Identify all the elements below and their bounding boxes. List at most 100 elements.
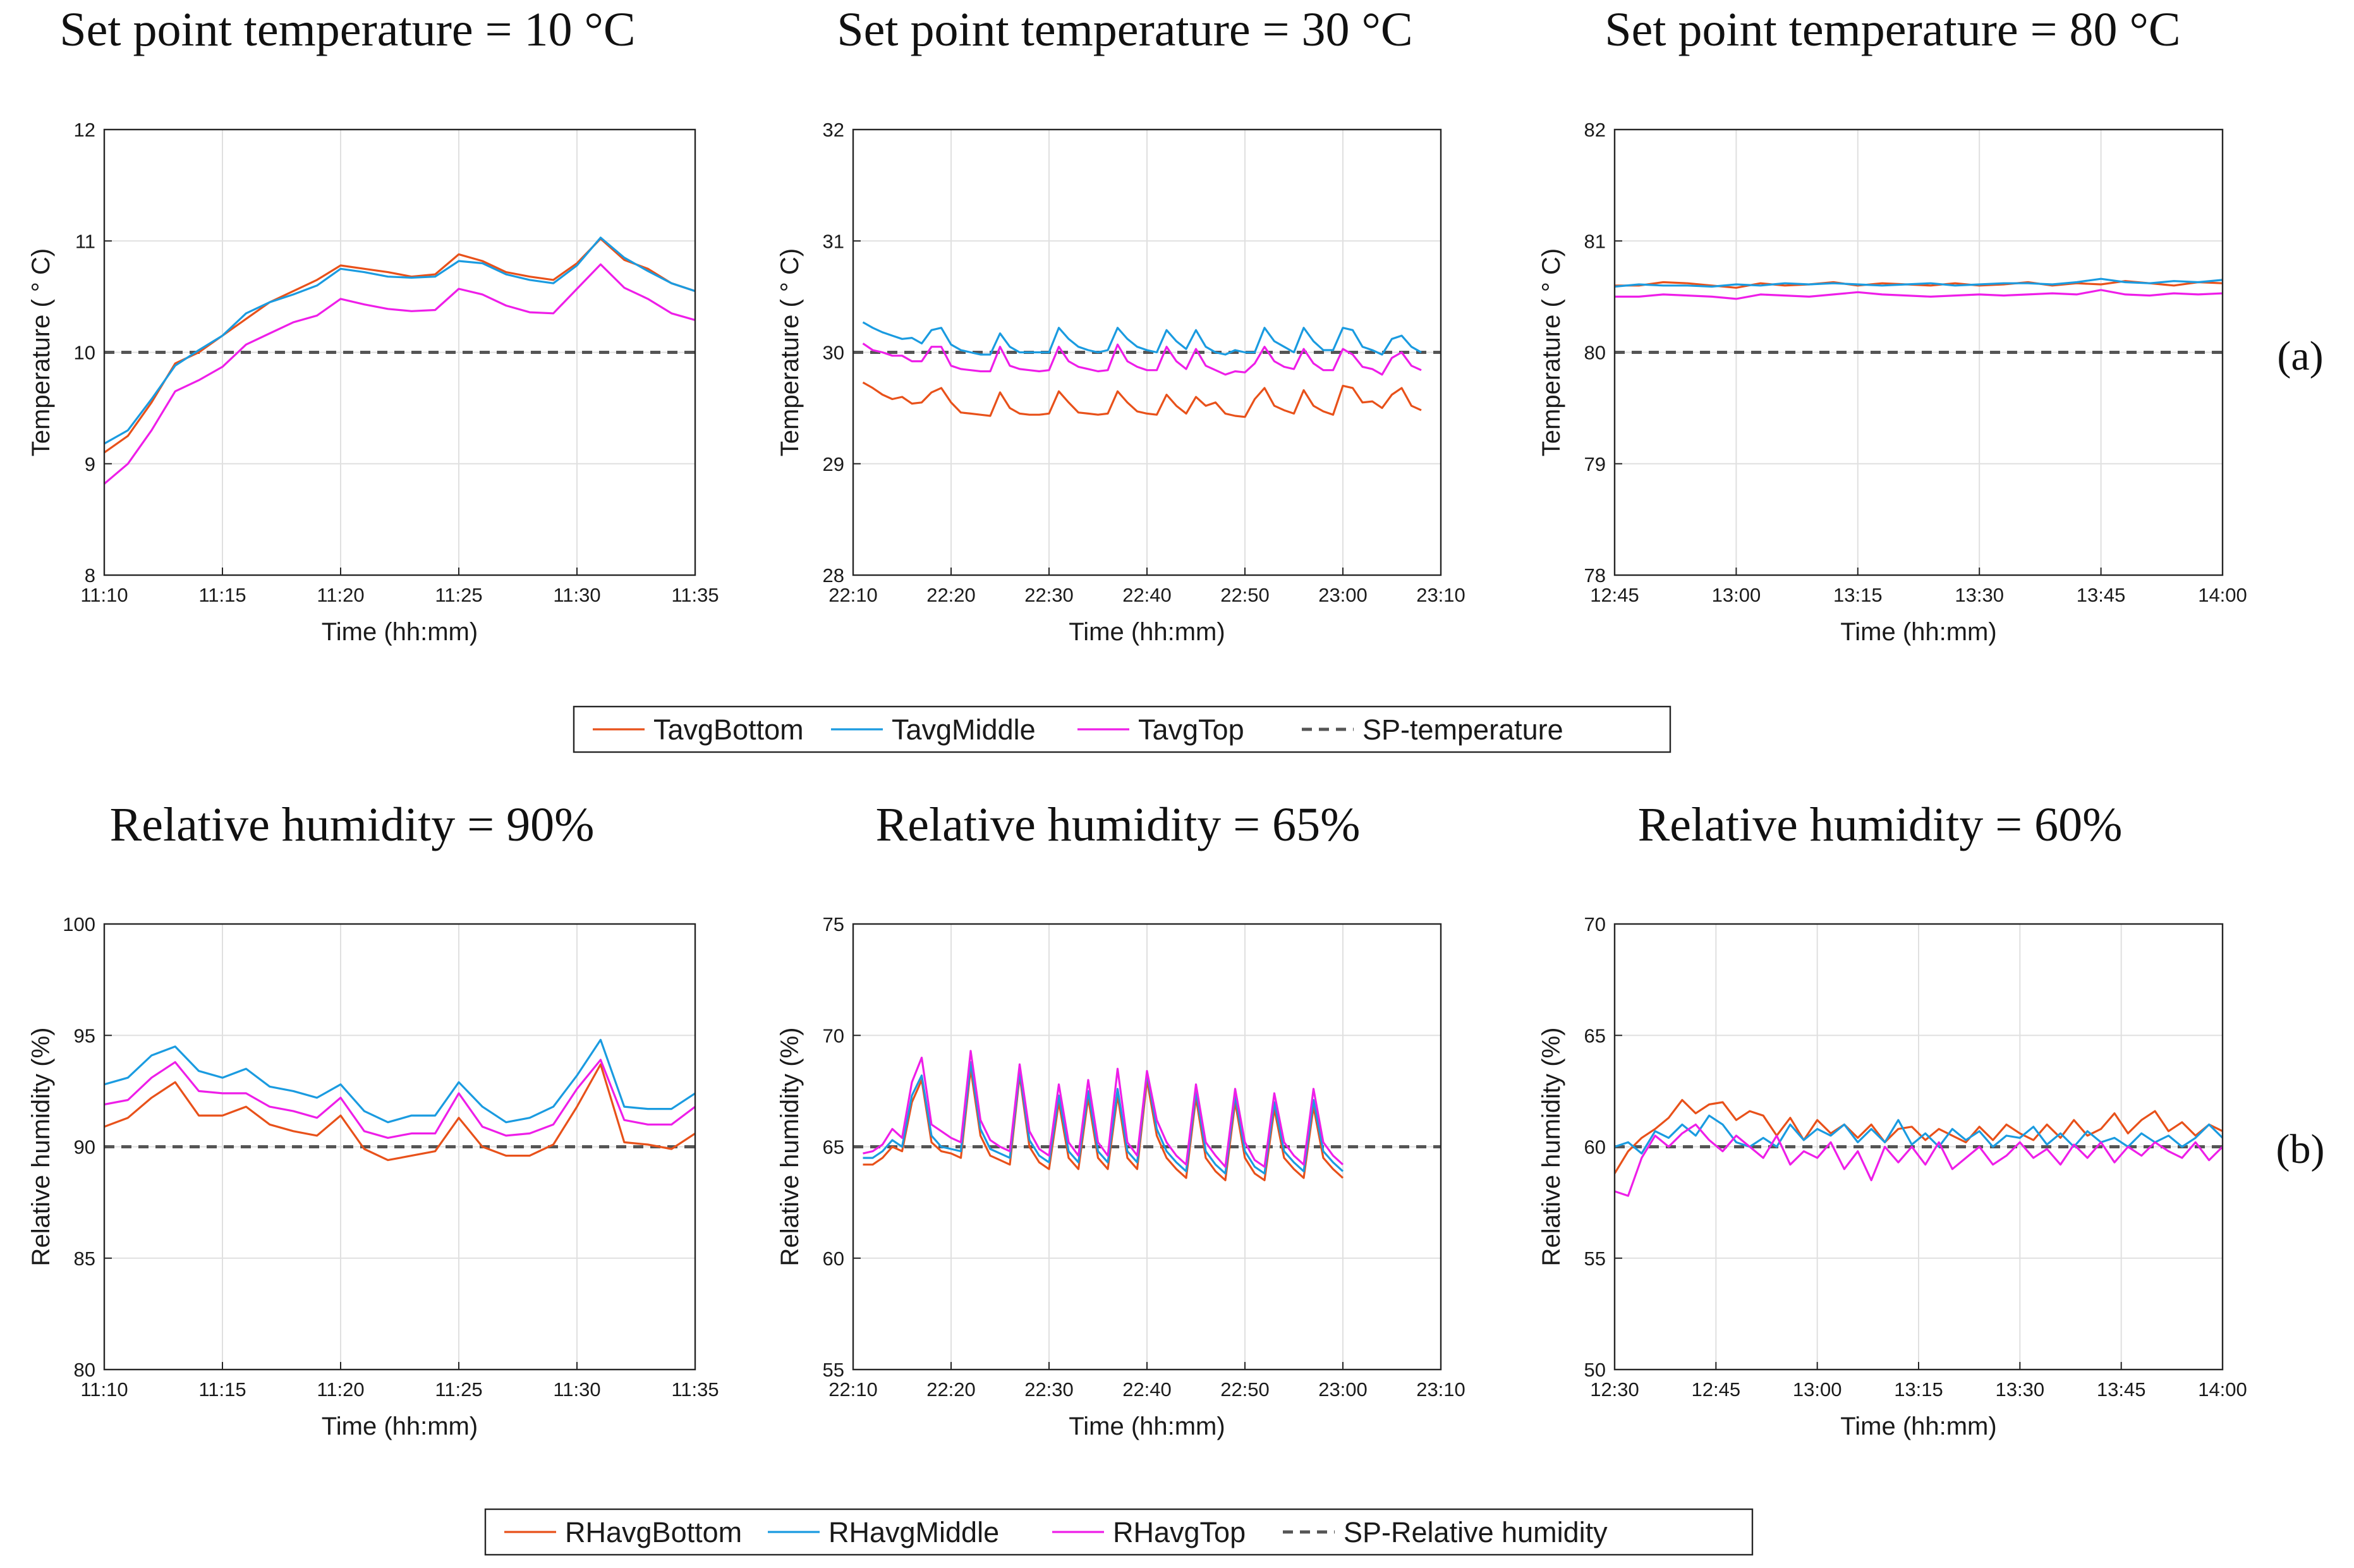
row-label-b: (b) [2276, 1126, 2325, 1172]
series-line-RHavgMiddle [863, 1061, 1344, 1175]
series-line-TavgTop [1615, 289, 2223, 300]
chart-title: Relative humidity = 60% [1638, 798, 2123, 851]
x-tick-label: 22:10 [828, 1378, 878, 1401]
chart-panel-temp-30: Set point temperature = 30 °C 28 29 30 31 32 2… [776, 3, 1465, 646]
x-tick-label: 13:45 [2097, 1378, 2146, 1401]
x-tick-label: 13:15 [1894, 1378, 1943, 1401]
legend-label: RHavgTop [1113, 1516, 1246, 1548]
legend-humidity: RHavgBottom RHavgMiddle RHavgTop SP-Relativ… [484, 1508, 1754, 1556]
y-tick-label: 70 [1584, 913, 1606, 935]
x-axis-label: Time (hh:mm) [322, 618, 478, 646]
x-tick-label: 23:10 [1416, 584, 1465, 606]
legend-label: TavgTop [1138, 714, 1244, 746]
y-tick-label: 75 [823, 913, 844, 935]
y-tick-label: 55 [1584, 1248, 1606, 1270]
chart-panel-temp-80: Set point temperature = 80 °C 78 79 80 81 82 1… [1538, 3, 2247, 646]
y-tick-label: 95 [74, 1024, 95, 1047]
y-tick-label: 32 [823, 119, 844, 141]
chart-title: Set point temperature = 30 °C [837, 3, 1412, 56]
y-tick-label: 28 [823, 564, 844, 586]
y-axis-label: Relative humidity (%) [27, 1028, 55, 1267]
x-tick-label: 11:25 [435, 1378, 482, 1401]
legend-box [484, 1508, 1754, 1556]
x-tick-label: 23:00 [1318, 584, 1368, 606]
y-tick-label: 78 [1584, 564, 1606, 586]
x-tick-label: 22:20 [926, 584, 976, 606]
y-tick-label: 31 [823, 230, 844, 252]
x-tick-label: 22:50 [1220, 1378, 1270, 1401]
y-tick-label: 70 [823, 1024, 844, 1047]
x-axis-label: Time (hh:mm) [1069, 618, 1225, 646]
x-axis-label: Time (hh:mm) [1069, 1413, 1225, 1440]
y-tick-label: 50 [1584, 1359, 1606, 1381]
legend-label: TavgMiddle [892, 714, 1036, 746]
legend-box [573, 705, 1671, 753]
y-tick-label: 100 [63, 913, 95, 935]
series-line-RHavgBottom [863, 1067, 1344, 1182]
x-tick-label: 14:00 [2198, 1378, 2247, 1401]
x-tick-label: 11:35 [671, 584, 719, 606]
chart-panel-rh-90: Relative humidity = 90% 80 85 90 95 100 11:10 1… [27, 798, 719, 1440]
x-tick-label: 14:00 [2198, 584, 2247, 606]
series-line-RHavgBottom [1615, 1098, 2223, 1174]
x-tick-label: 13:45 [2077, 584, 2126, 606]
chart-title: Relative humidity = 65% [876, 798, 1361, 851]
series-line-TavgTop [104, 263, 695, 485]
chart-title: Set point temperature = 10 °C [59, 3, 635, 56]
y-tick-label: 29 [823, 453, 844, 475]
y-axis-label: Temperature ( ° C) [27, 248, 55, 456]
legend-label: RHavgBottom [565, 1516, 742, 1548]
legend-label: SP-Relative humidity [1344, 1516, 1608, 1548]
x-tick-label: 11:25 [435, 584, 482, 606]
x-tick-label: 22:30 [1024, 584, 1074, 606]
y-tick-label: 60 [1584, 1136, 1606, 1158]
x-tick-label: 11:15 [198, 584, 246, 606]
y-tick-label: 80 [74, 1359, 95, 1381]
x-tick-label: 11:35 [671, 1378, 719, 1401]
series-line-TavgMiddle [862, 321, 1422, 356]
x-axis-label: Time (hh:mm) [322, 1413, 478, 1440]
y-tick-label: 80 [1584, 342, 1606, 364]
y-tick-label: 65 [1584, 1024, 1606, 1047]
axes-frame [852, 923, 1442, 1371]
axes-frame [852, 128, 1442, 576]
y-tick-label: 60 [823, 1248, 844, 1270]
series-line-RHavgMiddle [1615, 1114, 2223, 1155]
x-tick-label: 22:10 [828, 584, 878, 606]
x-tick-label: 22:40 [1122, 584, 1172, 606]
series-line-TavgMiddle [104, 236, 695, 445]
y-tick-label: 85 [74, 1248, 95, 1270]
chart-panel-rh-60: Relative humidity = 60% 50 55 60 65 70 12:30 12… [1538, 798, 2247, 1440]
y-tick-label: 9 [85, 453, 95, 475]
y-axis-label: Temperature ( ° C) [776, 248, 804, 456]
chart-panel-rh-65: Relative humidity = 65% 55 60 65 70 75 22:10 22… [776, 798, 1465, 1440]
y-axis-label: Relative humidity (%) [776, 1028, 804, 1267]
x-tick-label: 23:10 [1416, 1378, 1465, 1401]
x-tick-label: 12:45 [1590, 584, 1639, 606]
x-tick-label: 23:00 [1318, 1378, 1368, 1401]
legend-label: RHavgMiddle [828, 1516, 999, 1548]
x-tick-label: 11:10 [80, 584, 128, 606]
y-tick-label: 11 [75, 230, 95, 252]
chart-title: Set point temperature = 80 °C [1605, 3, 2180, 56]
y-axis-label: Relative humidity (%) [1538, 1028, 1565, 1267]
x-tick-label: 22:30 [1024, 1378, 1074, 1401]
axes-frame [1613, 923, 2224, 1371]
x-tick-label: 11:20 [317, 1378, 364, 1401]
x-tick-label: 22:20 [926, 1378, 976, 1401]
chart-title: Relative humidity = 90% [110, 798, 595, 851]
y-tick-label: 30 [823, 342, 844, 364]
axes-frame [103, 923, 696, 1371]
series-line-TavgTop [862, 343, 1422, 376]
series-line-TavgMiddle [1615, 277, 2223, 288]
chart-panel-temp-10: Set point temperature = 10 °C 8 9 10 11 12 11:… [27, 3, 719, 646]
x-tick-label: 11:30 [553, 1378, 600, 1401]
x-tick-label: 12:30 [1590, 1378, 1639, 1401]
y-tick-label: 65 [823, 1136, 844, 1158]
series-line-RHavgTop [1615, 1123, 2223, 1197]
series-line-RHavgBottom [104, 1063, 695, 1162]
x-tick-label: 13:30 [1996, 1378, 2045, 1401]
x-tick-label: 12:45 [1692, 1378, 1741, 1401]
series-line-RHavgTop [863, 1050, 1344, 1168]
